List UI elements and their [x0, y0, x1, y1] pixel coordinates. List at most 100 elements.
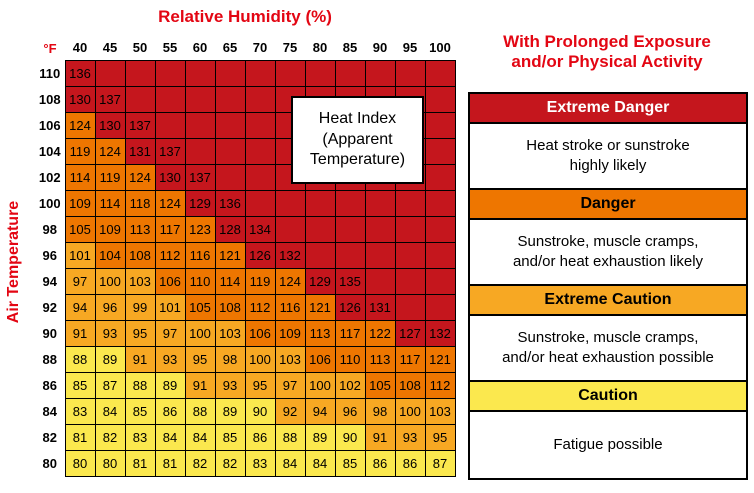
heat-index-cell: 137 — [94, 85, 126, 113]
heat-index-empty-cell — [244, 85, 276, 113]
heat-index-cell: 88 — [64, 345, 96, 373]
legend-description-line: and/or heat exhaustion possible — [502, 349, 714, 366]
heat-index-cell: 100 — [94, 267, 126, 295]
heat-index-cell: 130 — [154, 163, 186, 191]
temperature-header-cell: 82 — [35, 424, 65, 450]
temperature-header-cell: 104 — [35, 138, 65, 164]
heat-index-empty-cell — [394, 59, 426, 87]
heat-index-empty-cell — [424, 241, 456, 269]
heat-index-cell: 113 — [364, 345, 396, 373]
heat-index-empty-cell — [394, 267, 426, 295]
heat-index-cell: 112 — [244, 293, 276, 321]
heat-index-cell: 101 — [64, 241, 96, 269]
heat-index-cell: 128 — [214, 215, 246, 243]
heat-index-cell: 95 — [184, 345, 216, 373]
heat-index-cell: 97 — [274, 371, 306, 399]
temperature-header-cell: 90 — [35, 320, 65, 346]
heat-index-cell: 92 — [274, 397, 306, 425]
heat-index-cell: 113 — [304, 319, 336, 347]
heat-index-cell: 124 — [124, 163, 156, 191]
heat-index-cell: 81 — [154, 449, 186, 477]
heat-index-empty-cell — [334, 189, 366, 217]
heat-index-empty-cell — [334, 59, 366, 87]
heat-index-empty-cell — [394, 189, 426, 217]
humidity-header-cell: 85 — [342, 40, 358, 56]
heat-index-empty-cell — [304, 215, 336, 243]
heat-index-cell: 108 — [394, 371, 426, 399]
heat-index-cell: 134 — [244, 215, 276, 243]
heat-index-empty-cell — [214, 163, 246, 191]
heat-index-cell: 130 — [94, 111, 126, 139]
heat-index-cell: 89 — [94, 345, 126, 373]
heat-index-cell: 91 — [184, 371, 216, 399]
heat-index-cell: 93 — [214, 371, 246, 399]
heat-index-cell: 89 — [304, 423, 336, 451]
heat-index-cell: 105 — [64, 215, 96, 243]
humidity-header-cell: 80 — [312, 40, 328, 56]
humidity-header-cell: 100 — [429, 40, 451, 56]
heat-index-cell: 110 — [184, 267, 216, 295]
temperature-header-cell: 94 — [35, 268, 65, 294]
heat-index-empty-cell — [184, 111, 216, 139]
overlay-line-1: Heat Index — [318, 109, 397, 127]
heat-index-cell: 109 — [64, 189, 96, 217]
heat-index-empty-cell — [154, 85, 186, 113]
heat-index-cell: 91 — [64, 319, 96, 347]
humidity-header-cell: 70 — [252, 40, 268, 56]
heat-index-empty-cell — [364, 215, 396, 243]
temperature-header-cell: 80 — [35, 450, 65, 476]
heat-index-cell: 137 — [124, 111, 156, 139]
heat-index-cell: 83 — [64, 397, 96, 425]
heat-index-cell: 98 — [364, 397, 396, 425]
heat-index-row: 88 88 89 91 93 95 98 100 103 106 110 113 117 121 — [35, 345, 456, 373]
temperature-header-cell: 106 — [35, 112, 65, 138]
heat-index-cell: 124 — [274, 267, 306, 295]
heat-index-empty-cell — [184, 137, 216, 165]
heat-index-cell: 93 — [154, 345, 186, 373]
heat-index-cell: 98 — [214, 345, 246, 373]
heat-index-cell: 121 — [424, 345, 456, 373]
heat-index-empty-cell — [244, 189, 276, 217]
heat-index-cell: 89 — [154, 371, 186, 399]
air-temperature-axis-label: Air Temperature — [5, 200, 22, 324]
heat-index-empty-cell — [214, 137, 246, 165]
temperature-header-cell: 86 — [35, 372, 65, 398]
heat-index-cell: 110 — [334, 345, 366, 373]
heat-index-cell: 94 — [64, 293, 96, 321]
heat-index-empty-cell — [274, 189, 306, 217]
heat-index-cell: 109 — [274, 319, 306, 347]
heat-index-row: 92 94 96 99 101 105 108 112 116 121 126 131 — [35, 293, 456, 321]
heat-index-cell: 88 — [184, 397, 216, 425]
temperature-header-cell: 96 — [35, 242, 65, 268]
heat-index-cell: 113 — [124, 215, 156, 243]
heat-index-cell: 82 — [214, 449, 246, 477]
heat-index-cell: 87 — [424, 449, 456, 477]
heat-index-empty-cell — [274, 215, 306, 243]
heat-index-empty-cell — [274, 163, 306, 191]
heat-index-cell: 83 — [124, 423, 156, 451]
overlay-line-2: (Apparent — [322, 130, 393, 148]
heat-index-empty-cell — [214, 111, 246, 139]
heat-index-cell: 105 — [364, 371, 396, 399]
humidity-header-cell: 65 — [222, 40, 238, 56]
heat-index-empty-cell — [124, 85, 156, 113]
heat-index-cell: 103 — [124, 267, 156, 295]
heat-index-cell: 86 — [394, 449, 426, 477]
temperature-header-cell: 110 — [35, 60, 65, 86]
heat-index-empty-cell — [424, 163, 456, 191]
heat-index-cell: 95 — [124, 319, 156, 347]
heat-index-cell: 132 — [274, 241, 306, 269]
heat-index-cell: 126 — [334, 293, 366, 321]
heat-index-cell: 89 — [214, 397, 246, 425]
temperature-header-cell: 98 — [35, 216, 65, 242]
heat-index-cell: 124 — [94, 137, 126, 165]
heat-index-cell: 84 — [94, 397, 126, 425]
heat-index-cell: 124 — [154, 189, 186, 217]
fahrenheit-unit-label: °F — [43, 40, 57, 56]
legend-description-line: highly likely — [569, 157, 647, 174]
heat-index-cell: 85 — [334, 449, 366, 477]
heat-index-cell: 84 — [274, 449, 306, 477]
humidity-header-cell: 95 — [402, 40, 418, 56]
heat-index-row: 84 83 84 85 86 88 89 90 92 94 96 98 100 103 — [35, 397, 456, 425]
heat-index-cell: 81 — [124, 449, 156, 477]
